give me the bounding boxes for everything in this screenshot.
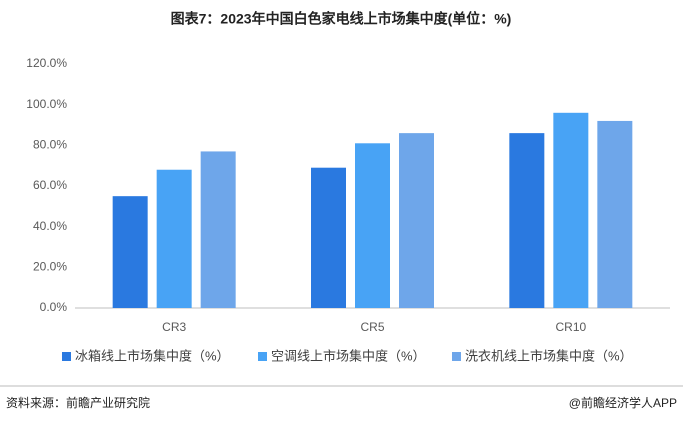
bar	[311, 167, 346, 308]
bar	[399, 133, 434, 308]
y-tick-label: 40.0%	[33, 219, 67, 233]
bar	[553, 112, 589, 308]
legend-swatch	[452, 352, 461, 361]
bar	[200, 151, 236, 308]
source: 资料来源：前瞻产业研究院	[6, 395, 150, 410]
y-tick-label: 60.0%	[33, 178, 67, 192]
legend-swatch	[258, 352, 267, 361]
y-tick-label: 120.0%	[26, 56, 67, 70]
legend-label: 空调线上市场集中度（%）	[271, 348, 426, 363]
x-tick-label: CR3	[162, 320, 186, 334]
bar	[112, 196, 148, 308]
legend-label: 洗衣机线上市场集中度（%）	[465, 348, 633, 363]
bar	[597, 120, 633, 308]
x-tick-label: CR10	[555, 320, 586, 334]
legend-swatch	[62, 352, 71, 361]
legend-label: 冰箱线上市场集中度（%）	[75, 348, 230, 363]
bar	[355, 143, 390, 308]
y-tick-label: 0.0%	[40, 300, 68, 314]
bar	[509, 133, 545, 308]
chart-title: 图表7：2023年中国白色家电线上市场集中度(单位：%)	[171, 11, 512, 27]
y-tick-label: 20.0%	[33, 260, 67, 274]
y-tick-label: 80.0%	[33, 138, 67, 152]
x-tick-label: CR5	[360, 320, 384, 334]
bar	[156, 169, 192, 308]
credit: @前瞻经济学人APP	[569, 395, 677, 410]
y-tick-label: 100.0%	[26, 97, 67, 111]
